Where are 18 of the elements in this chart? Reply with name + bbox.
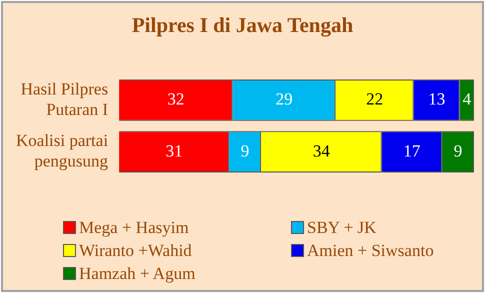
chart-title: Pilpres I di Jawa Tengah — [130, 13, 354, 38]
data-label: 29 — [276, 90, 293, 109]
legend-label: Amien + Siwsanto — [307, 240, 434, 260]
legend-label: Hamzah + Agum — [79, 264, 196, 284]
data-label: 13 — [428, 90, 446, 109]
data-label: 4 — [462, 90, 472, 109]
data-label: 22 — [366, 90, 384, 109]
legend-label: Wiranto +Wahid — [79, 240, 192, 260]
data-label: 34 — [312, 141, 330, 160]
data-label: 17 — [403, 141, 421, 160]
legend-label: SBY + JK — [307, 218, 376, 238]
y-tick-label: Koalisi partai pengusung — [16, 131, 109, 170]
data-label: 31 — [166, 141, 183, 160]
data-label: 32 — [167, 90, 184, 109]
y-tick-label: Hasil Pilpres Putaran I — [20, 79, 108, 119]
text: Mega + Hasyim — [79, 218, 189, 238]
data-label: 9 — [240, 141, 250, 160]
data-label: 9 — [454, 141, 462, 160]
